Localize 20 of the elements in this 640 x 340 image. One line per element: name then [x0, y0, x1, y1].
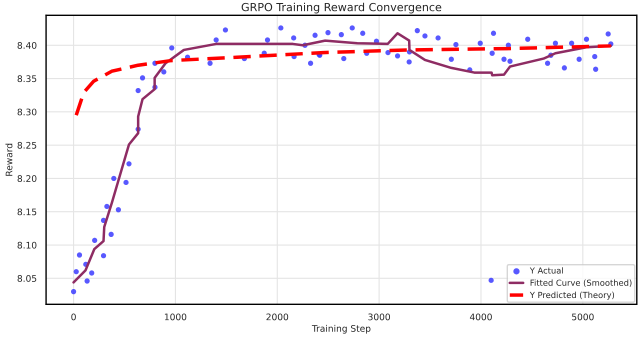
x-tick-label: 3000	[368, 313, 390, 320]
y-tick-label: 8.05	[18, 275, 36, 282]
y-tick-label: 8.25	[18, 142, 36, 149]
x-tick-label: 2000	[266, 313, 288, 320]
legend-label: Fitted Curve (Smoothed)	[530, 279, 632, 287]
x-axis-title: Training Step	[312, 324, 370, 334]
y-tick-label: 8.30	[18, 108, 36, 116]
legend-label: Y Predicted (Theory)	[530, 292, 614, 300]
x-tick-label: 1000	[164, 313, 186, 320]
chart-title: GRPO Training Reward Convergence	[242, 2, 442, 14]
y-tick-label: 8.15	[18, 208, 36, 216]
x-tick-label: 0	[71, 313, 76, 320]
legend-label: Y Actual	[530, 267, 563, 274]
y-tick-label: 8.35	[18, 75, 36, 82]
y-tick-label: 8.40	[18, 42, 36, 49]
y-tick-label: 8.10	[18, 242, 36, 249]
y-tick-label: 8.20	[18, 175, 36, 182]
x-tick-label: 4000	[470, 313, 492, 320]
x-tick-label: 5000	[572, 313, 594, 320]
y-axis-title: Reward	[5, 144, 12, 176]
